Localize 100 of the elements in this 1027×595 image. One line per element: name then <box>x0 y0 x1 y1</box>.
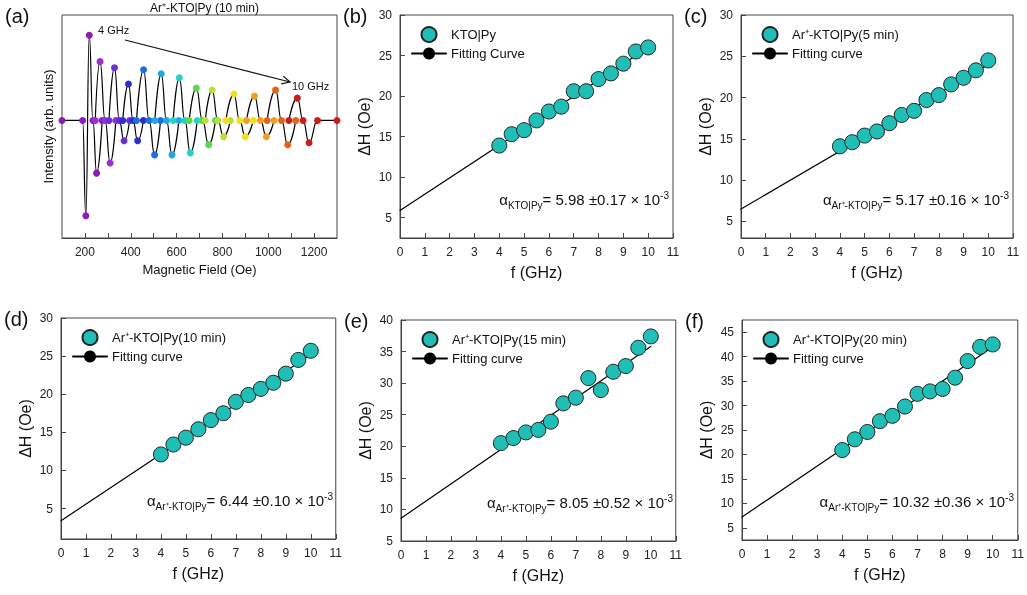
y-tick-label: 10 <box>379 502 394 517</box>
chart-subtitle: (a) <box>5 5 30 28</box>
point <box>151 116 159 124</box>
y-axis-title: Intensity (arb. units) <box>40 69 56 184</box>
x-tick-label: 10 <box>304 546 318 560</box>
legend-label: Ar⁺-KTO|Py(5 min) <box>792 27 899 42</box>
point <box>930 87 947 104</box>
y-tick-label: 15 <box>39 425 54 440</box>
point <box>578 83 595 100</box>
y-tick-label: 25 <box>720 423 735 437</box>
point <box>58 116 66 124</box>
y-tick-label: 30 <box>39 311 54 325</box>
y-tick-label: 25 <box>39 349 54 364</box>
point <box>540 103 557 120</box>
point <box>222 116 230 124</box>
point <box>871 413 888 430</box>
point <box>79 116 87 124</box>
x-tick-label: 10 <box>641 245 656 259</box>
point <box>555 395 572 412</box>
point <box>831 138 848 155</box>
x-tick-label: 6 <box>207 546 215 560</box>
annotation: α$_{Ar⁺-KTO|Py}$= 8.05 ±0.52 × 10$^{-3}$ <box>486 493 673 515</box>
point <box>292 116 300 124</box>
point <box>834 442 851 459</box>
x-tick-label: 3 <box>813 547 821 561</box>
point <box>542 413 559 430</box>
point <box>230 90 238 98</box>
point <box>186 149 194 157</box>
chart-subtitle: (b) <box>343 5 368 28</box>
x-tick-label: 1 <box>762 245 770 259</box>
point <box>299 116 307 124</box>
legend-label: Fitting curve <box>792 46 863 61</box>
point <box>305 139 313 147</box>
legend-label: Ar⁺-KTO|Py(20 min) <box>793 332 908 347</box>
point <box>530 421 547 438</box>
x-tick-label: 9 <box>282 546 290 560</box>
x-tick-label: 4 <box>157 546 165 560</box>
point <box>278 116 286 124</box>
x-tick-label: 7 <box>910 245 918 259</box>
y-tick-label: 25 <box>378 48 393 63</box>
chart-subtitle: (d) <box>4 308 29 331</box>
x-tick-label: 5 <box>182 546 190 560</box>
point <box>185 116 193 124</box>
legend-label: Ar⁺-KTO|Py(10 min) <box>112 330 227 345</box>
point <box>251 92 258 100</box>
point <box>152 446 169 463</box>
y-tick-label: 30 <box>720 398 735 413</box>
point <box>241 133 249 141</box>
legend-label: Fitting curve <box>793 351 864 366</box>
x-tick-label: 0 <box>738 547 746 561</box>
point <box>285 116 293 124</box>
point <box>284 141 292 149</box>
x-tick-label: 2 <box>446 245 454 259</box>
legend-label: Fitting curve <box>452 351 523 366</box>
point <box>157 70 165 78</box>
point <box>110 64 118 72</box>
point <box>177 429 194 446</box>
point <box>293 94 301 102</box>
point <box>262 133 270 141</box>
y-tick-label: 30 <box>379 376 394 391</box>
y-tick-label: 20 <box>720 447 735 462</box>
point <box>884 407 901 424</box>
x-tick-label: 2 <box>788 547 796 561</box>
chart-subtitle: (f) <box>685 310 704 333</box>
y-axis-title: ΔH (Oe) <box>355 97 373 156</box>
point <box>592 382 609 399</box>
point <box>290 351 307 368</box>
x-tick-label: 0 <box>737 245 745 259</box>
x-tick-label: 9 <box>960 245 968 259</box>
point <box>169 116 177 124</box>
point <box>242 116 250 124</box>
point <box>190 421 207 438</box>
legend-label: Ar⁺-KTO|Py(15 min) <box>452 332 567 347</box>
point <box>119 116 127 124</box>
point <box>640 39 657 56</box>
x-tick-label: 0 <box>397 548 405 562</box>
y-axis-title: ΔH (Oe) <box>696 97 714 156</box>
point <box>249 116 257 124</box>
point <box>277 365 294 382</box>
x-tick-label: 9 <box>964 547 972 561</box>
y-tick-label: 45 <box>720 325 735 340</box>
point <box>869 123 885 140</box>
point <box>314 116 322 124</box>
x-tick-label: 8 <box>935 245 943 259</box>
x-tick-label: 4 <box>497 548 505 562</box>
point <box>967 62 984 79</box>
point <box>202 412 219 429</box>
y-tick-label: 5 <box>726 214 734 229</box>
x-tick-label: 5 <box>520 245 528 259</box>
y-tick-label: 5 <box>386 534 394 548</box>
x-tick-label: 2 <box>787 245 795 259</box>
x-tick-label: 10 <box>981 245 996 259</box>
x-tick-label: 7 <box>572 548 580 562</box>
point <box>567 389 584 406</box>
x-tick-label: 5 <box>522 548 530 562</box>
chart-title: Ar⁺-KTO|Py (10 min) <box>150 1 259 15</box>
x-tick-label: 1 <box>421 245 429 259</box>
y-tick-label: 5 <box>385 210 393 225</box>
point <box>980 52 997 69</box>
y-axis-title: ΔH (Oe) <box>697 400 715 460</box>
